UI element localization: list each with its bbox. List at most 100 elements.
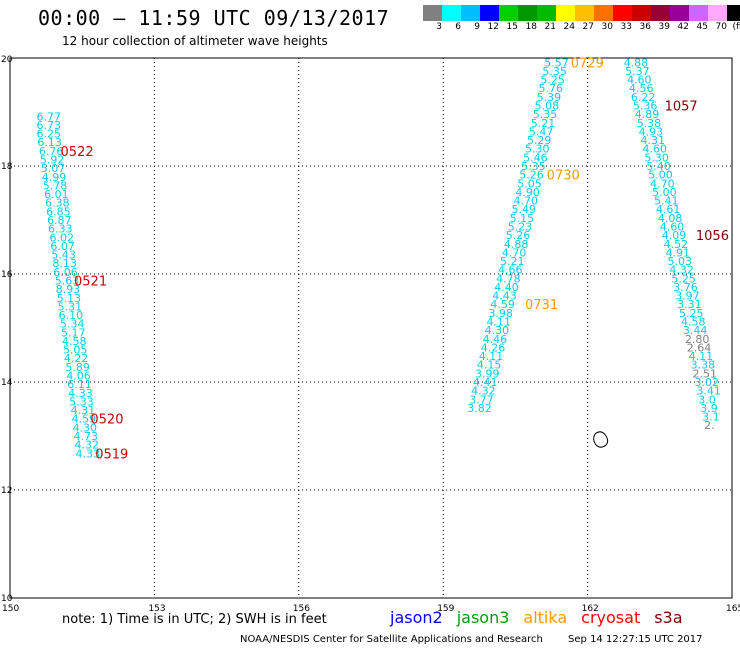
wave-height-value: 5.43 xyxy=(51,249,76,262)
wave-height-value: 4.06 xyxy=(66,370,91,383)
legend-tick-label: 27 xyxy=(582,22,594,32)
x-tick-label: 159 xyxy=(437,604,454,614)
wave-height-value: 4.11 xyxy=(479,350,504,363)
wave-height-value: 5.07 xyxy=(41,162,65,175)
wave-height-value: 2.51 xyxy=(693,367,718,380)
wave-height-value: 4.15 xyxy=(477,359,502,372)
credit-line: NOAA/NESDIS Center for Satellite Applica… xyxy=(240,634,725,645)
wave-height-value: 5.35 xyxy=(542,65,567,78)
wave-height-value: 3.9 xyxy=(700,402,718,415)
wave-height-value: 3.82 xyxy=(467,402,492,415)
legend-swatch xyxy=(537,5,556,21)
wave-height-value: 5.25 xyxy=(540,74,565,87)
wave-height-value: 3.31 xyxy=(677,298,702,311)
color-legend xyxy=(423,5,740,21)
wave-height-value: 4.88 xyxy=(624,56,649,69)
credit-text: NOAA/NESDIS Center for Satellite Applica… xyxy=(240,634,543,645)
wave-height-value: 4.31 xyxy=(641,134,666,147)
y-tick-label: 18 xyxy=(1,162,13,172)
wave-height-value: 6.25 xyxy=(36,128,61,141)
wave-height-value: 6.85 xyxy=(46,205,71,218)
legend-tick-label: 70 xyxy=(715,22,727,32)
wave-height-value: 6.01 xyxy=(44,188,69,201)
wave-height-value: 5.41 xyxy=(654,195,679,208)
wave-height-value: 3.0 xyxy=(698,393,716,406)
map-frame xyxy=(9,57,733,599)
wave-height-value: 4.60 xyxy=(642,143,667,156)
wave-height-value: 5.05 xyxy=(517,177,542,190)
wave-height-value: 5.31 xyxy=(58,300,83,313)
pass-time-label: 0730 xyxy=(547,169,580,184)
legend-tick-label: 15 xyxy=(506,22,518,32)
legend-swatch xyxy=(727,5,740,21)
wave-height-value: 5.76 xyxy=(539,82,564,95)
wave-height-value: 5.49 xyxy=(512,203,536,216)
wave-height-value: 4.22 xyxy=(64,352,89,365)
legend-swatch xyxy=(651,5,670,21)
pass-time-label: 1056 xyxy=(696,229,729,244)
wave-height-value: 8.13 xyxy=(52,257,76,270)
legend-swatch xyxy=(708,5,727,21)
legend-tick-label: 45 xyxy=(696,22,708,32)
wave-height-value: 4.52 xyxy=(664,238,689,251)
wave-height-value: 5.21 xyxy=(500,255,524,268)
wave-height-value: 5.35 xyxy=(533,108,558,121)
legend-swatch xyxy=(632,5,651,21)
wave-height-value: 8.93 xyxy=(56,283,81,296)
wave-height-value: 4.41 xyxy=(473,376,498,389)
satellite-s3a: s3a xyxy=(654,608,683,627)
wave-height-value: 5.34 xyxy=(60,318,85,331)
page-title: 00:00 – 11:59 UTC 09/13/2017 xyxy=(38,6,390,30)
wave-height-value: 6.02 xyxy=(49,231,73,244)
wave-height-value: 5.05 xyxy=(63,344,88,357)
wave-height-value: 4.30 xyxy=(485,324,510,337)
wave-height-value: 4.70 xyxy=(650,177,675,190)
wave-height-value: 4.89 xyxy=(635,108,660,121)
wave-height-value: 3.1 xyxy=(702,411,720,424)
wave-height-value: 4.33 xyxy=(75,447,100,460)
legend-tick-label: 24 xyxy=(563,22,575,32)
legend-tick-label: (ft) xyxy=(732,22,740,32)
wave-height-value: 4.70 xyxy=(502,246,527,259)
wave-height-value: 5.21 xyxy=(531,117,556,130)
wave-height-value: 4.59 xyxy=(490,298,515,311)
wave-height-value: 4.32 xyxy=(471,385,496,398)
generated-timestamp: Sep 14 12:27:15 UTC 2017 xyxy=(568,634,703,645)
wave-height-value: 4.93 xyxy=(639,125,664,138)
island-outline xyxy=(593,431,609,448)
x-tick-label: 162 xyxy=(582,604,599,614)
wave-height-value: 5.15 xyxy=(510,212,535,225)
wave-height-value: 5.47 xyxy=(529,125,554,138)
wave-height-value: 4.58 xyxy=(681,316,706,329)
legend-swatch xyxy=(499,5,518,21)
wave-height-value: 5.23 xyxy=(508,220,533,233)
satellite-altika: altika xyxy=(523,608,568,627)
legend-tick-label: 42 xyxy=(677,22,689,32)
legend-tick-label: 3 xyxy=(436,22,442,32)
pass-time-label: 0520 xyxy=(90,413,123,428)
x-tick-label: 150 xyxy=(2,604,19,614)
x-tick-label: 165 xyxy=(726,604,740,614)
wave-height-value: 6.33 xyxy=(48,223,72,236)
pass-time-label: 0729 xyxy=(571,56,604,71)
wave-height-value: 4.32 xyxy=(669,264,694,277)
wave-height-value: 5.39 xyxy=(537,91,562,104)
y-tick-label: 12 xyxy=(1,486,12,496)
wave-height-value: 4.66 xyxy=(498,264,523,277)
wave-height-value: 4.11 xyxy=(689,350,714,363)
wave-height-value: 3.97 xyxy=(675,290,700,303)
wave-height-value: 4.33 xyxy=(68,387,93,400)
wave-height-value: 3.76 xyxy=(673,281,698,294)
wave-height-value: 2. xyxy=(704,419,715,432)
wave-height-value: 4.70 xyxy=(513,195,538,208)
wave-height-value: 6.11 xyxy=(67,378,92,391)
wave-height-value: 4.08 xyxy=(658,212,683,225)
wave-height-value: 6.76 xyxy=(39,145,64,158)
wave-height-value: 5.33 xyxy=(69,395,94,408)
wave-height-value: 5.29 xyxy=(527,134,552,147)
legend-swatch xyxy=(594,5,613,21)
legend-swatch xyxy=(518,5,537,21)
legend-tick-label: 39 xyxy=(658,22,670,32)
wave-height-value: 5.25 xyxy=(671,272,696,285)
